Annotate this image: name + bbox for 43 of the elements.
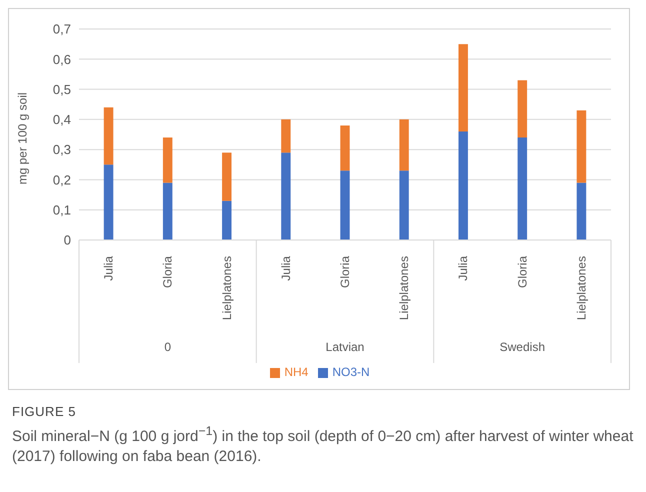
y-tick-label: 0,6 xyxy=(52,52,71,67)
bar xyxy=(340,170,350,240)
bar xyxy=(458,44,468,132)
y-tick-label: 0,3 xyxy=(52,142,71,158)
y-tick-label: 0 xyxy=(64,232,71,248)
bar xyxy=(518,80,528,138)
x-tick-label: Gloria xyxy=(160,256,175,288)
bar xyxy=(104,164,114,240)
y-tick-label: 0,5 xyxy=(52,82,71,97)
y-axis-title: mg per 100 g soil xyxy=(15,92,30,184)
bar xyxy=(162,138,172,183)
x-tick-label: Lielplatones xyxy=(397,256,412,320)
bar xyxy=(281,152,291,240)
bar xyxy=(104,107,114,165)
bar xyxy=(399,119,409,171)
bar xyxy=(518,138,528,240)
x-tick-label: Lielplatones xyxy=(574,256,588,320)
bar xyxy=(281,119,291,153)
legend-label: NO3-N xyxy=(332,365,370,379)
bar xyxy=(340,125,350,171)
x-tick-label: Gloria xyxy=(515,256,530,288)
bar xyxy=(222,152,232,201)
legend-label: NH4 xyxy=(284,365,308,379)
x-tick-label: Lielplatones xyxy=(220,256,234,320)
bar xyxy=(458,131,468,240)
y-tick-label: 0,2 xyxy=(52,172,71,188)
y-tick-label: 0,7 xyxy=(52,22,71,37)
text: Latvian xyxy=(326,340,364,354)
bar xyxy=(576,110,586,183)
x-tick-label: Julia xyxy=(456,256,470,281)
y-tick-label: 0,4 xyxy=(52,112,71,128)
bar xyxy=(162,182,172,240)
text: 0 xyxy=(164,340,172,354)
bar xyxy=(576,182,586,240)
text: Soil mineral−N (g 100 g jord$^{−1}$) in the top soil (depth of 0−20 cm) after harvest of winter wheat (2017) following on faba bean (2016). xyxy=(12,423,634,468)
x-tick-label: Gloria xyxy=(338,256,352,288)
bar xyxy=(222,200,232,240)
text: FIGURE 5 xyxy=(12,404,77,419)
x-tick-label: Julia xyxy=(278,256,293,281)
x-tick-label: Julia xyxy=(102,256,116,281)
text: Swedish xyxy=(500,340,546,354)
bar xyxy=(399,170,409,240)
y-tick-label: 0,1 xyxy=(52,202,71,218)
